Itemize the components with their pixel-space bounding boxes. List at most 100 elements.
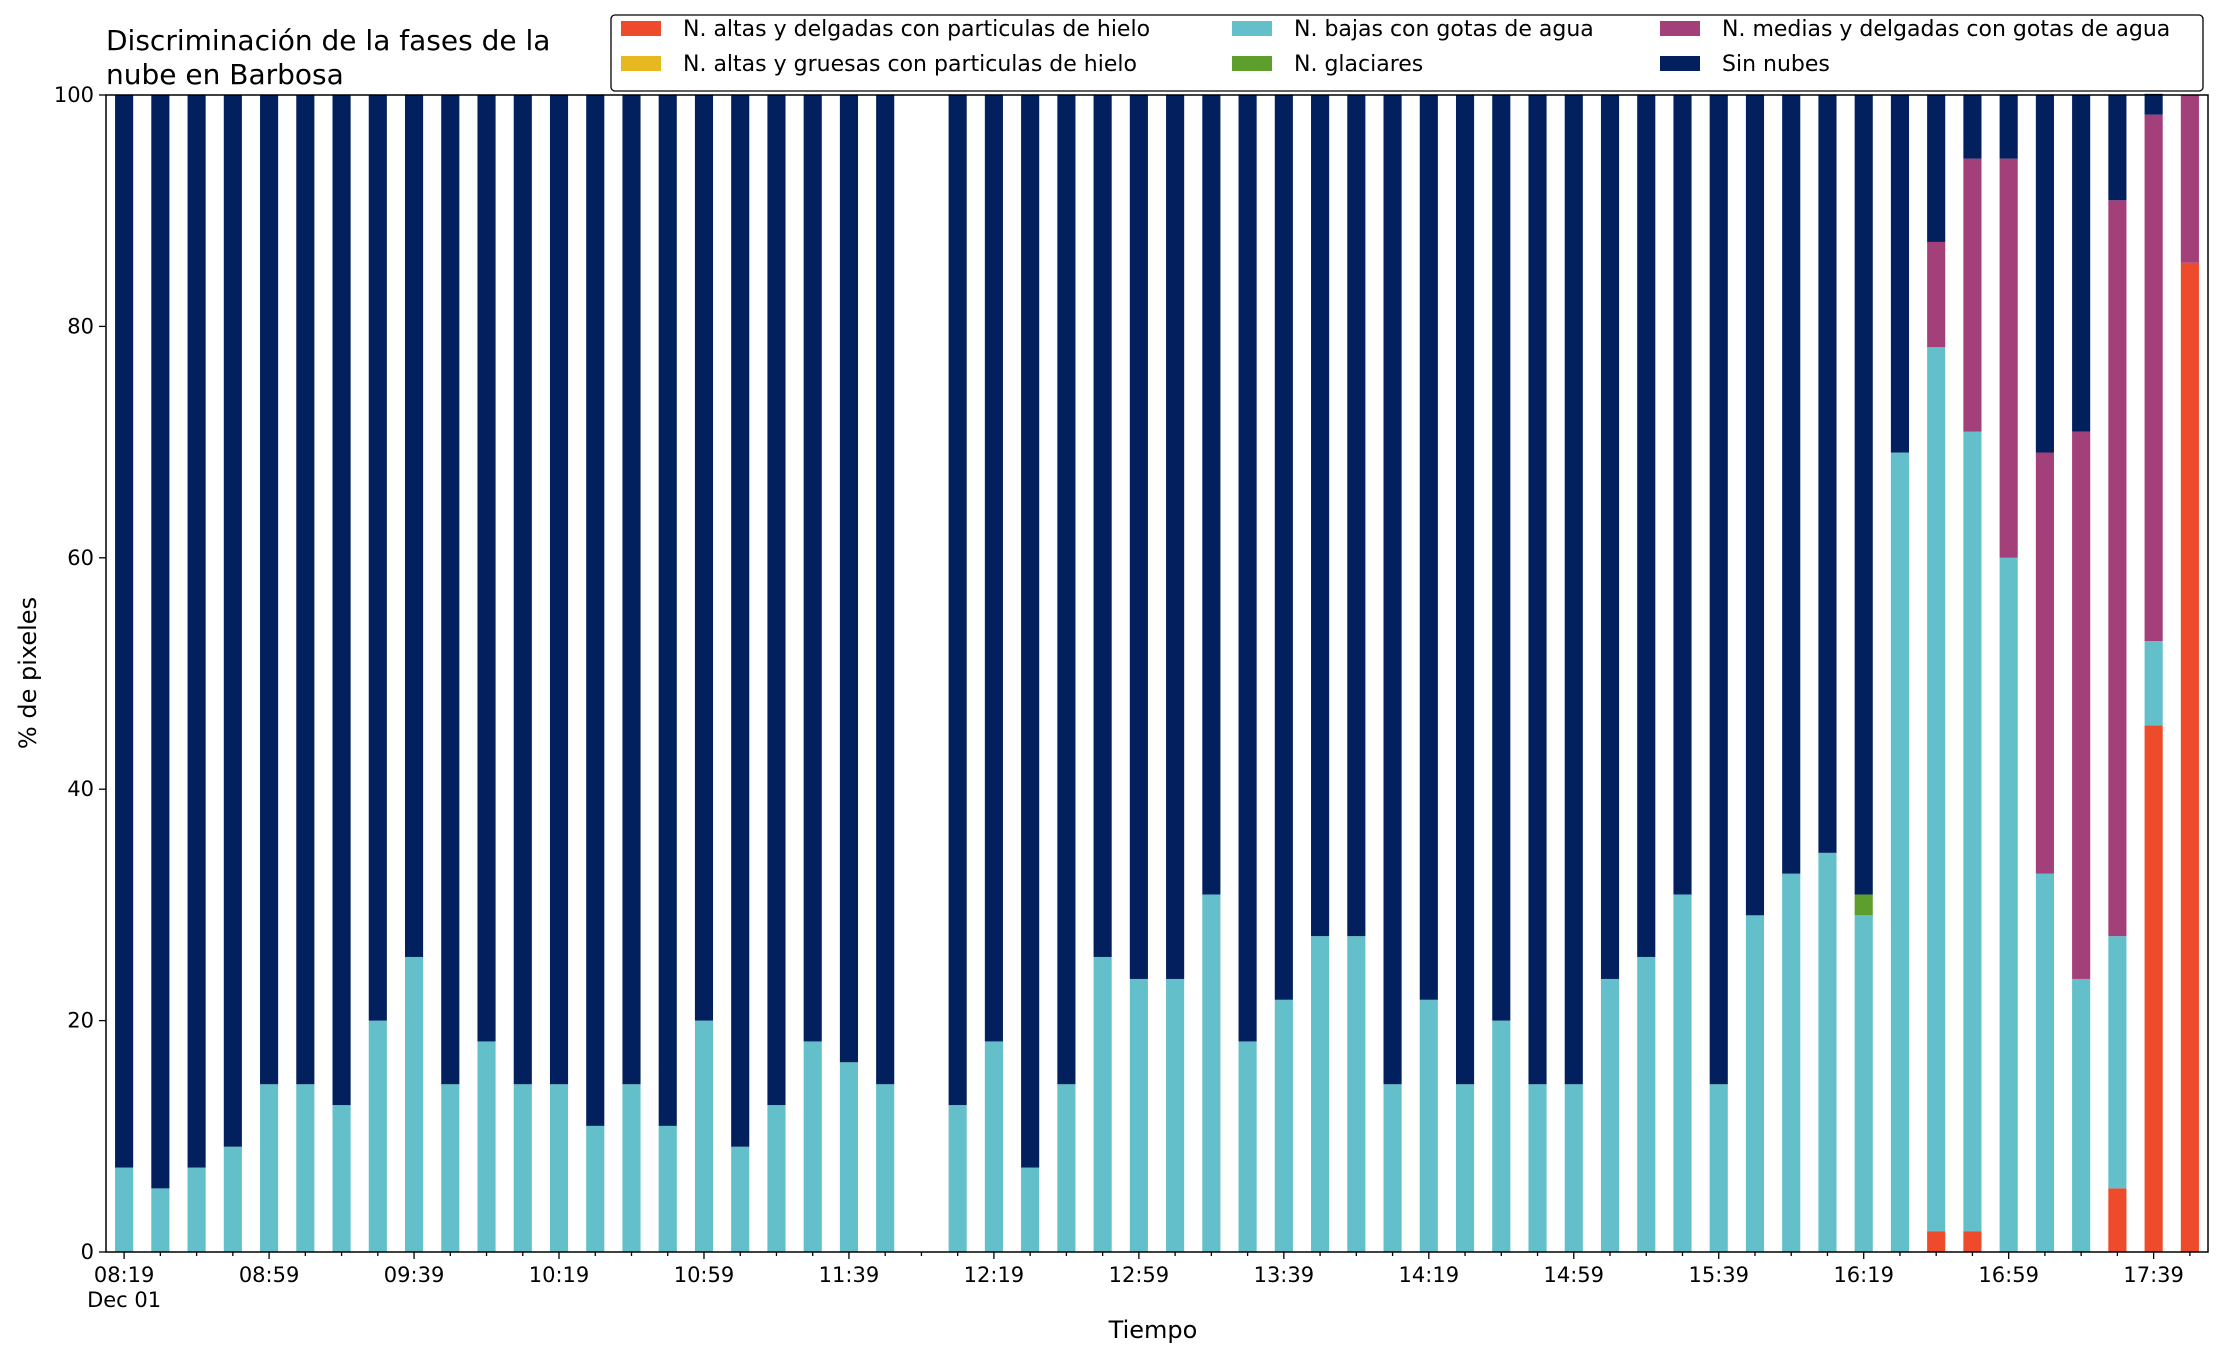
bar-segment xyxy=(513,95,532,1085)
x-tick-label: 10:19 xyxy=(529,1263,590,1287)
bar-segment xyxy=(1963,431,1982,1232)
bar-segment xyxy=(1963,1231,1982,1252)
x-tick-label: 14:19 xyxy=(1399,1263,1460,1287)
bar-segment xyxy=(622,95,641,1085)
bar-segment xyxy=(1528,95,1547,1085)
x-tick-label: 12:19 xyxy=(964,1263,1025,1287)
bar-segment xyxy=(296,1084,315,1252)
bar-segment xyxy=(187,95,206,1168)
bar-segment xyxy=(586,95,605,1126)
bar-segment xyxy=(1347,95,1366,937)
bar-segment xyxy=(1637,95,1656,957)
bar-segment xyxy=(1311,936,1330,1252)
bar-segment xyxy=(1202,894,1221,1252)
bar-segment xyxy=(332,95,351,1106)
bar-segment xyxy=(1419,999,1438,1252)
bar-segment xyxy=(1927,95,1946,242)
y-axis: 0 20 40 60 80 100 xyxy=(54,83,106,1264)
bar-segment xyxy=(1564,95,1583,1085)
bar-segment xyxy=(115,95,134,1168)
chart-title-line-2: nube en Barbosa xyxy=(106,58,344,91)
legend-swatch xyxy=(621,21,661,36)
bar-segment xyxy=(803,95,822,1042)
x-tick-label: 12:59 xyxy=(1109,1263,1170,1287)
bar-segment xyxy=(803,1041,822,1252)
bar-segment xyxy=(151,95,170,1189)
bar-segment xyxy=(1383,95,1402,1085)
bar-segment xyxy=(296,95,315,1085)
bar-segment xyxy=(1963,158,1982,432)
legend-swatch xyxy=(1232,21,1272,36)
bar-segment xyxy=(731,95,750,1147)
bar-segment xyxy=(332,1105,351,1252)
bar-segment xyxy=(1021,95,1040,1168)
bar-segment xyxy=(1637,956,1656,1252)
bar-segment xyxy=(1927,347,1946,1232)
chart-title-line-1: Discriminación de la fases de la xyxy=(106,24,550,57)
bar-segment xyxy=(948,1105,967,1252)
bar-segment xyxy=(767,1105,786,1252)
bar-segment xyxy=(2108,200,2127,937)
y-axis-label: % de pixeles xyxy=(14,597,42,749)
bar-segment xyxy=(115,1167,134,1252)
bar-segment xyxy=(1745,915,1765,1252)
bar-segment xyxy=(658,1125,677,1252)
bar-segment xyxy=(2144,93,2163,115)
y-tick-label: 40 xyxy=(67,777,94,801)
bar-segment xyxy=(1745,95,1765,916)
bar-segment xyxy=(260,95,279,1085)
bar-segment xyxy=(1383,1084,1402,1252)
x-tick-sublabel: Dec 01 xyxy=(87,1288,161,1312)
bar-segment xyxy=(477,95,496,1042)
bar-segment xyxy=(477,1041,496,1252)
bar-segment xyxy=(513,1084,532,1252)
bar-segment xyxy=(658,95,677,1126)
bar-segment xyxy=(441,95,460,1085)
bar-segment xyxy=(2144,114,2163,642)
bar-segment xyxy=(1890,95,1910,453)
bar-segment xyxy=(767,95,786,1106)
bar-segment xyxy=(151,1188,170,1252)
bar-segment xyxy=(876,95,895,1085)
bar-segment xyxy=(586,1125,605,1252)
bar-segment xyxy=(1492,1020,1511,1252)
bar-segment xyxy=(1274,95,1293,1000)
bar-segment xyxy=(1854,95,1873,895)
bar-segment xyxy=(1564,1084,1583,1252)
legend-box xyxy=(610,14,2204,92)
bar-segment xyxy=(223,95,242,1147)
bar-segment xyxy=(984,95,1003,1042)
bar-segment xyxy=(404,956,424,1252)
bar-segment xyxy=(1311,95,1330,937)
bar-segment xyxy=(1890,452,1910,1252)
bar-segment xyxy=(2072,431,2091,979)
legend-label: N. glaciares xyxy=(1294,52,1423,77)
bar-segment xyxy=(441,1084,460,1252)
x-tick-label: 09:39 xyxy=(384,1263,445,1287)
x-tick-label: 11:39 xyxy=(819,1263,880,1287)
legend-swatch xyxy=(1232,56,1272,71)
x-tick-label: 08:19 xyxy=(94,1263,155,1287)
bar-segment xyxy=(1057,95,1076,1085)
bar-segment xyxy=(1818,95,1837,853)
legend-label: N. medias y delgadas con gotas de agua xyxy=(1722,17,2170,42)
x-tick-label: 14:59 xyxy=(1544,1263,1605,1287)
bar-segment xyxy=(2035,452,2054,874)
bar-segment xyxy=(1238,95,1257,1042)
bar-segment xyxy=(2108,936,2127,1189)
bar-segment xyxy=(1963,95,1982,159)
legend-swatch xyxy=(621,56,661,71)
bars-group xyxy=(115,93,2199,1252)
x-tick-label: 16:59 xyxy=(1978,1263,2039,1287)
y-tick-label: 20 xyxy=(67,1009,94,1033)
bar-segment xyxy=(549,1084,569,1252)
y-tick-label: 60 xyxy=(67,546,94,570)
bar-segment xyxy=(876,1084,895,1252)
x-tick-label: 08:59 xyxy=(239,1263,300,1287)
bar-segment xyxy=(2108,1188,2127,1252)
bar-segment xyxy=(1999,557,2018,1252)
legend-label: N. altas y delgadas con particulas de hi… xyxy=(683,17,1150,42)
bar-segment xyxy=(1166,978,1185,1252)
